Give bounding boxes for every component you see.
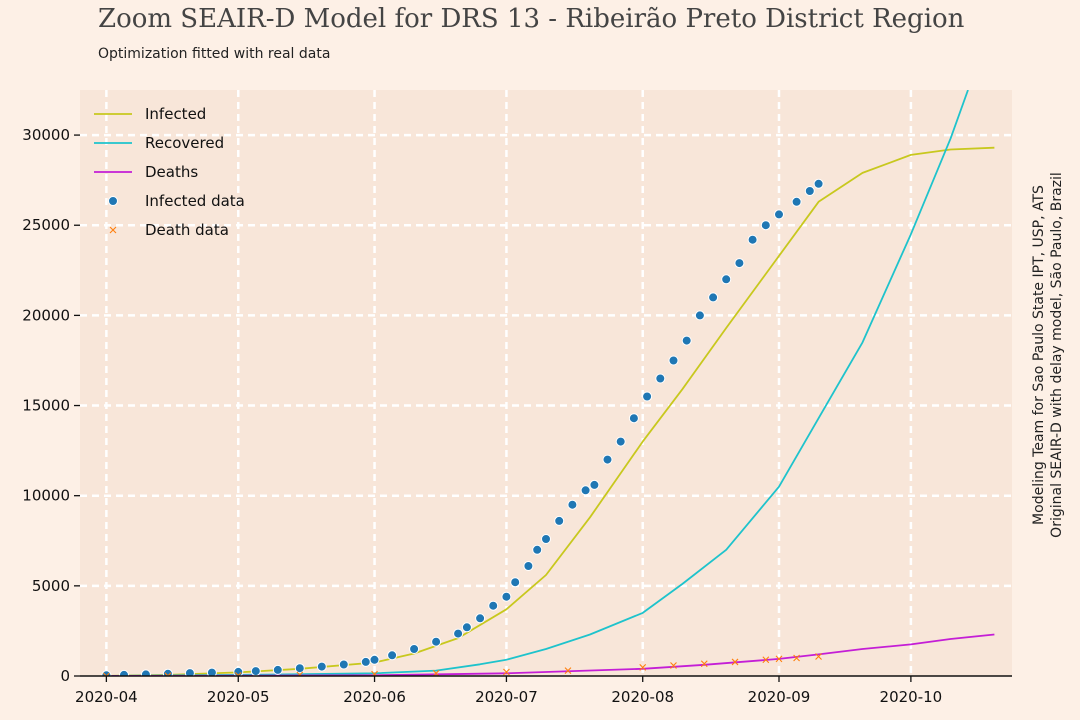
data-point-infected-data: [532, 544, 543, 555]
credit-note: Modeling Team for Sao Paulo State IPT, U…: [1030, 90, 1076, 620]
data-point-infected-data: [369, 654, 380, 665]
data-point-infected-data: [250, 666, 261, 676]
data-point-infected-data: [589, 479, 600, 490]
legend-swatch-death-data: [109, 226, 117, 234]
legend-label-infected: Infected: [145, 105, 206, 123]
y-tick-label: 25000: [22, 216, 70, 234]
y-tick-label: 30000: [22, 126, 70, 144]
data-point-infected-data: [813, 178, 824, 189]
data-point-infected-data: [162, 668, 173, 676]
credit-line-2: Original SEAIR-D with delay model, São P…: [1049, 172, 1065, 538]
data-point-infected-data: [206, 667, 217, 676]
data-point-infected-data: [760, 220, 771, 231]
data-point-infected-data: [510, 577, 521, 588]
plot-area: [80, 90, 1012, 676]
data-point-infected-data: [316, 661, 327, 672]
data-point-infected-data: [431, 636, 442, 647]
data-point-infected-data: [628, 413, 639, 424]
data-point-death-data: [815, 653, 822, 660]
data-point-infected-data: [791, 196, 802, 207]
data-point-infected-data: [804, 186, 815, 196]
data-point-infected-data: [681, 335, 692, 346]
data-point-death-data: [670, 662, 677, 669]
data-point-infected-data: [409, 644, 420, 654]
data-point-infected-data: [475, 613, 486, 624]
data-point-infected-data: [488, 600, 499, 611]
y-tick-label: 15000: [22, 397, 70, 415]
y-tick-label: 10000: [22, 487, 70, 505]
series-layer: [101, 90, 995, 676]
chart-title: Zoom SEAIR-D Model for DRS 13 - Ribeirão…: [98, 4, 965, 34]
data-point-infected-data: [774, 209, 784, 220]
legend: Infected Recovered Deaths Infected data Deat…: [94, 105, 245, 239]
data-point-infected-data: [453, 628, 464, 639]
data-point-infected-data: [541, 534, 551, 544]
data-point-infected-data: [615, 436, 626, 447]
data-point-death-data: [564, 667, 572, 674]
legend-label-death-data: Death data: [145, 221, 229, 239]
data-point-infected-data: [567, 499, 578, 510]
data-point-infected-data: [523, 561, 534, 571]
y-tick-label: 5000: [32, 577, 70, 595]
data-point-death-data: [296, 671, 304, 676]
data-point-death-data: [793, 654, 800, 662]
data-point-infected-data: [721, 274, 732, 285]
data-point-infected-data: [747, 234, 758, 245]
data-point-infected-data: [642, 391, 653, 402]
legend-label-recovered: Recovered: [145, 134, 224, 152]
data-point-infected-data: [119, 669, 129, 676]
series-line-recovered: [101, 90, 969, 676]
data-point-death-data: [503, 668, 510, 676]
data-point-infected-data: [387, 650, 398, 661]
data-point-death-data: [775, 655, 783, 663]
data-point-death-data: [700, 660, 708, 668]
x-tick-label: 2020-09: [748, 688, 811, 706]
data-point-infected-data: [668, 355, 679, 366]
y-tick-label: 20000: [22, 306, 70, 324]
x-tick-label: 2020-06: [343, 688, 406, 706]
x-tick-label: 2020-05: [207, 688, 270, 706]
chart-subtitle: Optimization fitted with real data: [98, 46, 331, 62]
data-point-death-data: [762, 656, 770, 664]
x-tick-label: 2020-08: [611, 688, 674, 706]
data-point-infected-data: [140, 669, 151, 676]
data-point-infected-data: [501, 591, 512, 602]
data-point-infected-data: [294, 663, 305, 674]
data-point-death-data: [731, 658, 739, 666]
y-tick-label: 0: [60, 667, 70, 685]
data-point-death-data: [371, 670, 378, 676]
data-point-infected-data: [734, 258, 745, 269]
x-tick-label: 2020-10: [880, 688, 943, 706]
gridlines: [80, 90, 1012, 676]
data-point-infected-data: [580, 485, 591, 496]
x-tick-label: 2020-04: [75, 688, 138, 706]
data-point-infected-data: [708, 292, 719, 303]
data-point-infected-data: [694, 310, 705, 321]
data-point-infected-data: [655, 373, 666, 384]
data-point-infected-data: [184, 668, 195, 676]
data-point-infected-data: [461, 622, 472, 633]
axes-layer: 0 5000 10000 15000 20000 25000 30000 2020-04 202…: [22, 126, 942, 706]
data-point-infected-data: [554, 515, 565, 526]
legend-label-deaths: Deaths: [145, 163, 198, 181]
credit-line-1: Modeling Team for Sao Paulo State IPT, U…: [1031, 185, 1047, 525]
data-point-infected-data: [272, 664, 283, 675]
data-point-infected-data: [602, 454, 613, 465]
x-tick-label: 2020-07: [475, 688, 538, 706]
legend-label-infected-data: Infected data: [145, 192, 245, 210]
data-point-death-data: [639, 663, 647, 671]
data-point-infected-data: [338, 659, 349, 670]
data-point-infected-data: [360, 656, 371, 667]
legend-swatch-infected-data: [108, 196, 118, 206]
